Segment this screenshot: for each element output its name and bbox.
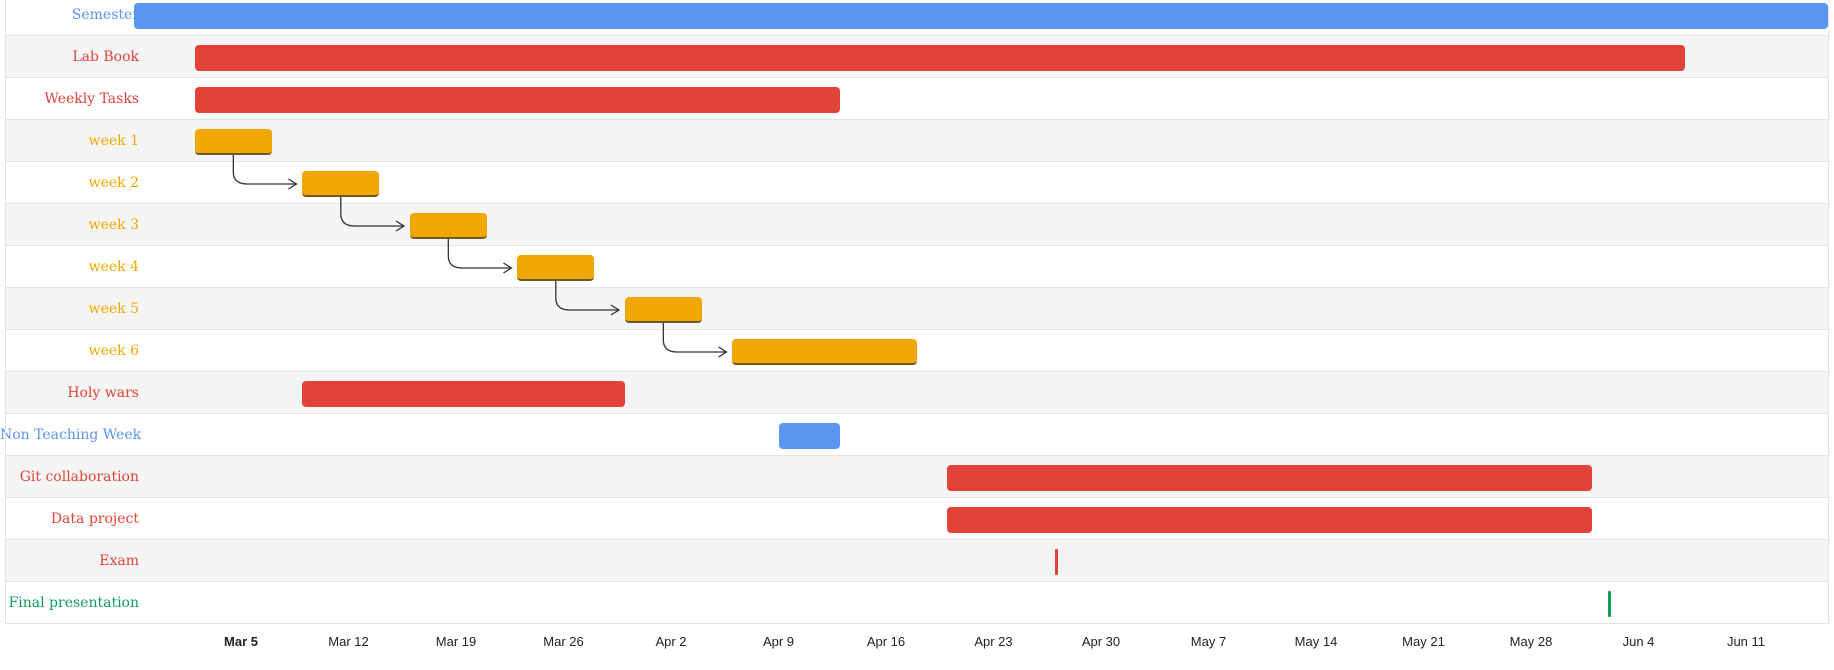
x-tick-label: Apr 9 [762,634,795,649]
task-label: week 5 [88,301,139,317]
gantt-row [5,246,1829,288]
task-label: Holy wars [67,385,139,401]
x-tick-label: Apr 2 [655,634,687,649]
task-bar-non-teaching-week[interactable] [778,423,840,449]
task-label: week 4 [88,259,139,275]
gantt-row [5,582,1829,624]
x-tick-label: Mar 26 [543,634,584,649]
x-tick-label: Mar 12 [328,634,369,649]
x-tick-label: Jun 11 [1726,634,1766,649]
task-bar-week-6[interactable] [732,339,917,365]
task-label: Semester [71,7,139,23]
task-label: Weekly Tasks [44,91,139,107]
task-label: Git collaboration [19,469,139,485]
task-label: week 2 [88,175,139,191]
x-tick-label: May 7 [1190,634,1227,649]
x-tick-label: Apr 16 [866,634,906,649]
task-bar-week-1[interactable] [194,129,272,155]
gantt-row [5,288,1829,330]
task-bar-lab-book[interactable] [194,45,1685,71]
x-tick-label: May 14 [1294,634,1338,649]
task-bar-week-4[interactable] [517,255,595,281]
task-label: week 1 [88,133,139,149]
task-label: week 3 [88,217,139,233]
milestone-exam[interactable] [1054,549,1058,575]
task-label: Final presentation [8,595,139,611]
gantt-row [5,162,1829,204]
x-tick-label: Apr 23 [974,634,1013,649]
task-bar-weekly-tasks[interactable] [194,87,840,113]
gantt-row [5,0,1829,36]
task-label: Exam [99,553,139,569]
task-label: Lab Book [72,49,139,65]
x-tick-label: May 21 [1402,634,1445,649]
task-bar-week-3[interactable] [409,213,487,239]
gantt-row [5,78,1829,120]
x-tick-label: Apr 30 [1081,634,1121,649]
gantt-row [5,498,1829,540]
gantt-row [5,540,1829,582]
gantt-row [5,120,1829,162]
task-label: Data project [50,511,139,527]
task-bar-data-project[interactable] [947,507,1593,533]
x-tick-label: May 28 [1509,634,1553,649]
task-label: week 6 [88,343,139,359]
task-bar-week-2[interactable] [302,171,380,197]
gantt-row [5,414,1829,456]
gantt-row [5,330,1829,372]
task-bar-git-collaboration[interactable] [947,465,1593,491]
gantt-row [5,372,1829,414]
task-bar-semester[interactable] [133,3,1828,29]
task-bar-week-5[interactable] [624,297,702,323]
x-tick-label: Mar 19 [435,634,477,649]
task-bar-holy-wars[interactable] [302,381,625,407]
task-label: Non Teaching Week [0,427,142,443]
x-tick-label: Jun 4 [1622,634,1655,649]
x-tick-label: Mar 5 [224,634,258,649]
gantt-row [5,204,1829,246]
milestone-final-presentation[interactable] [1607,591,1611,617]
